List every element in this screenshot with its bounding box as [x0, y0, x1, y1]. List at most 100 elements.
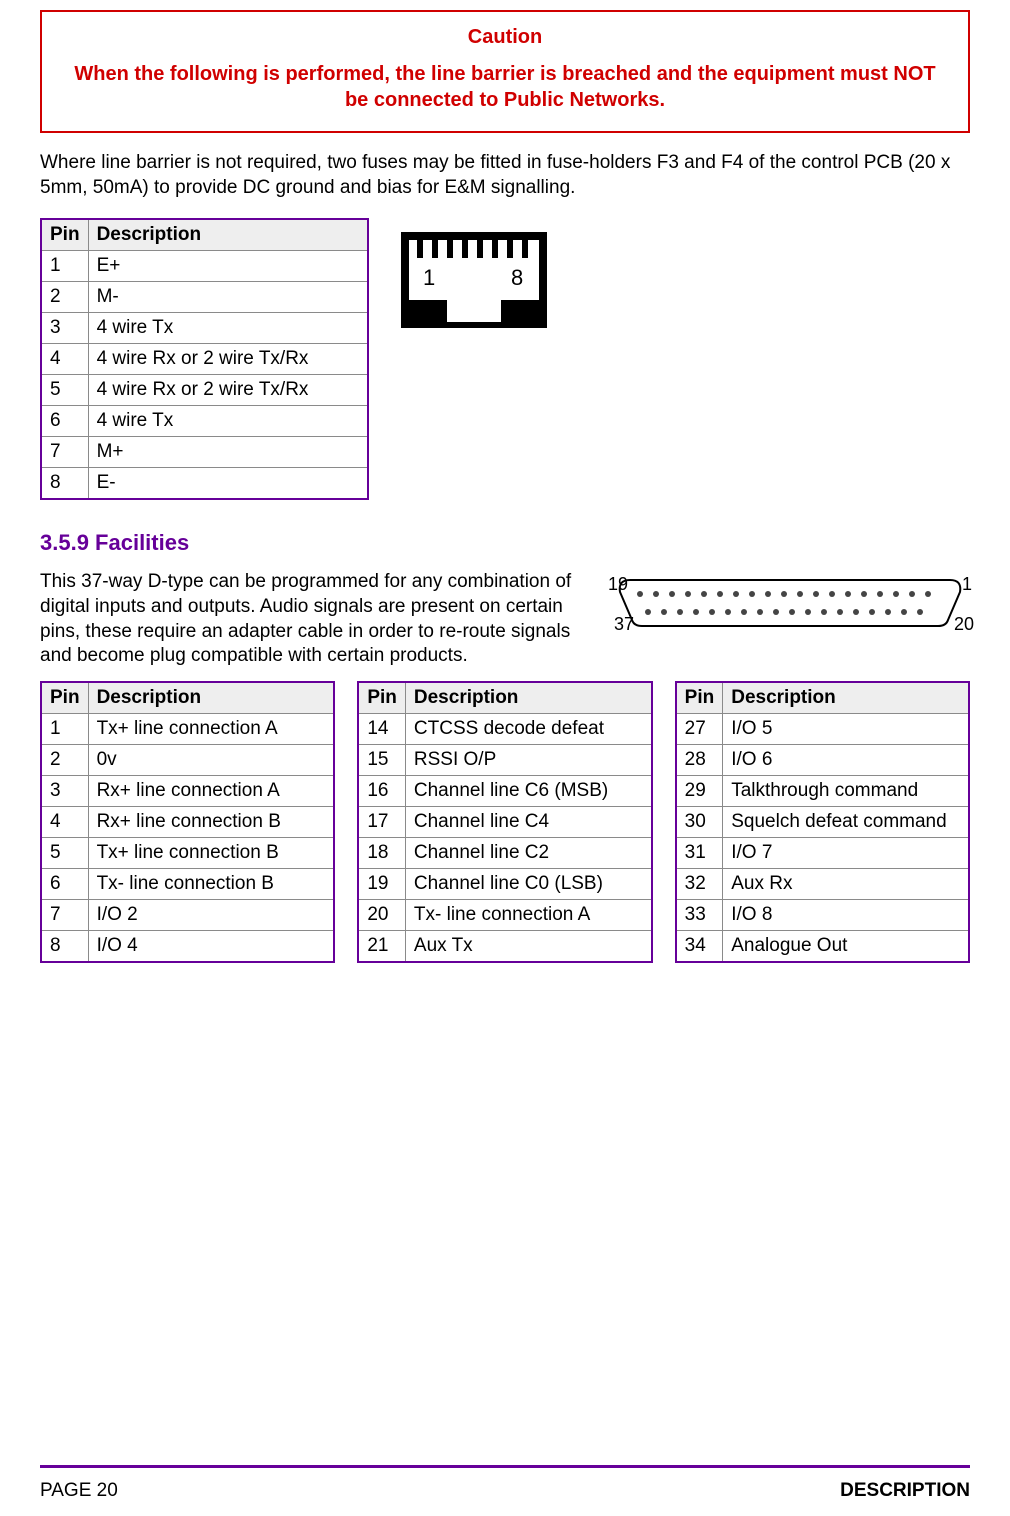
cell-pin: 5: [41, 375, 88, 406]
cell-desc: Rx+ line connection A: [88, 776, 334, 807]
table-row: 5Tx+ line connection B: [41, 838, 334, 869]
cell-pin: 27: [676, 714, 723, 745]
cell-pin: 1: [41, 251, 88, 282]
table-row: 15RSSI O/P: [358, 745, 651, 776]
pinout-table-b: Pin Description 14CTCSS decode defeat15R…: [357, 681, 652, 963]
svg-text:1: 1: [962, 574, 972, 594]
table-row: 27I/O 5: [676, 714, 969, 745]
table-row: 17Channel line C4: [358, 807, 651, 838]
facilities-row: This 37-way D-type can be programmed for…: [40, 570, 970, 669]
cell-pin: 2: [41, 282, 88, 313]
dsub-connector-icon: 19 1 37 20: [600, 572, 980, 642]
table-row: 20Tx- line connection A: [358, 900, 651, 931]
table-row: 18Channel line C2: [358, 838, 651, 869]
col-pin: Pin: [41, 682, 88, 714]
cell-pin: 32: [676, 869, 723, 900]
facilities-paragraph: This 37-way D-type can be programmed for…: [40, 570, 580, 669]
cell-desc: Talkthrough command: [723, 776, 969, 807]
cell-desc: E+: [88, 251, 368, 282]
cell-desc: 4 wire Tx: [88, 406, 368, 437]
cell-desc: RSSI O/P: [405, 745, 651, 776]
cell-pin: 8: [41, 931, 88, 963]
cell-desc: I/O 4: [88, 931, 334, 963]
cell-pin: 16: [358, 776, 405, 807]
cell-pin: 4: [41, 807, 88, 838]
cell-desc: 0v: [88, 745, 334, 776]
cell-desc: Rx+ line connection B: [88, 807, 334, 838]
table-row: 44 wire Rx or 2 wire Tx/Rx: [41, 344, 368, 375]
table-header-row: Pin Description: [41, 219, 368, 251]
cell-desc: Tx- line connection B: [88, 869, 334, 900]
table-row: 54 wire Rx or 2 wire Tx/Rx: [41, 375, 368, 406]
pinout-row: Pin Description 1E+2M-34 wire Tx44 wire …: [40, 218, 970, 500]
table-row: 33I/O 8: [676, 900, 969, 931]
cell-pin: 28: [676, 745, 723, 776]
pinout-table-c: Pin Description 27I/O 528I/O 629Talkthro…: [675, 681, 970, 963]
cell-desc: Aux Rx: [723, 869, 969, 900]
intro-paragraph: Where line barrier is not required, two …: [40, 151, 970, 200]
table-row: 19Channel line C0 (LSB): [358, 869, 651, 900]
table-row: 34 wire Tx: [41, 313, 368, 344]
cell-desc: I/O 6: [723, 745, 969, 776]
cell-desc: Squelch defeat command: [723, 807, 969, 838]
table-row: 1E+: [41, 251, 368, 282]
cell-pin: 17: [358, 807, 405, 838]
table-row: 6Tx- line connection B: [41, 869, 334, 900]
table-row: 7M+: [41, 437, 368, 468]
col-desc: Description: [723, 682, 969, 714]
rj45-icon: 1 8: [399, 230, 549, 330]
cell-desc: Channel line C4: [405, 807, 651, 838]
table-row: 20v: [41, 745, 334, 776]
table-row: 8I/O 4: [41, 931, 334, 963]
table-row: 1Tx+ line connection A: [41, 714, 334, 745]
cell-desc: I/O 8: [723, 900, 969, 931]
caution-title: Caution: [72, 26, 938, 49]
cell-desc: 4 wire Tx: [88, 313, 368, 344]
pinout-table-8: Pin Description 1E+2M-34 wire Tx44 wire …: [40, 218, 369, 500]
table-row: 7I/O 2: [41, 900, 334, 931]
table-row: 3Rx+ line connection A: [41, 776, 334, 807]
cell-pin: 15: [358, 745, 405, 776]
cell-pin: 14: [358, 714, 405, 745]
cell-desc: 4 wire Rx or 2 wire Tx/Rx: [88, 344, 368, 375]
col-pin: Pin: [676, 682, 723, 714]
footer-section: DESCRIPTION: [840, 1480, 970, 1502]
cell-pin: 4: [41, 344, 88, 375]
cell-desc: 4 wire Rx or 2 wire Tx/Rx: [88, 375, 368, 406]
table-row: 14CTCSS decode defeat: [358, 714, 651, 745]
cell-pin: 29: [676, 776, 723, 807]
cell-pin: 33: [676, 900, 723, 931]
page: Caution When the following is performed,…: [0, 0, 1010, 1516]
cell-pin: 30: [676, 807, 723, 838]
cell-desc: Aux Tx: [405, 931, 651, 963]
cell-pin: 31: [676, 838, 723, 869]
table-row: 4Rx+ line connection B: [41, 807, 334, 838]
col-desc: Description: [88, 219, 368, 251]
cell-pin: 7: [41, 900, 88, 931]
col-desc: Description: [88, 682, 334, 714]
cell-desc: Tx+ line connection B: [88, 838, 334, 869]
rj45-diagram: 1 8: [399, 230, 549, 336]
pinout-table-a: Pin Description 1Tx+ line connection A20…: [40, 681, 335, 963]
cell-pin: 3: [41, 313, 88, 344]
cell-desc: Analogue Out: [723, 931, 969, 963]
cell-pin: 5: [41, 838, 88, 869]
col-desc: Description: [405, 682, 651, 714]
cell-desc: M+: [88, 437, 368, 468]
table-row: 64 wire Tx: [41, 406, 368, 437]
table-row: 8E-: [41, 468, 368, 500]
cell-desc: Channel line C0 (LSB): [405, 869, 651, 900]
cell-desc: Tx+ line connection A: [88, 714, 334, 745]
svg-text:37: 37: [614, 614, 634, 634]
table-row: 34Analogue Out: [676, 931, 969, 963]
table-row: 31I/O 7: [676, 838, 969, 869]
cell-pin: 19: [358, 869, 405, 900]
table-row: 16Channel line C6 (MSB): [358, 776, 651, 807]
rj45-label-8: 8: [511, 265, 523, 290]
cell-pin: 21: [358, 931, 405, 963]
cell-pin: 1: [41, 714, 88, 745]
cell-desc: Channel line C2: [405, 838, 651, 869]
footer-rule: [40, 1465, 970, 1468]
cell-desc: Channel line C6 (MSB): [405, 776, 651, 807]
facilities-tables: Pin Description 1Tx+ line connection A20…: [40, 681, 970, 963]
